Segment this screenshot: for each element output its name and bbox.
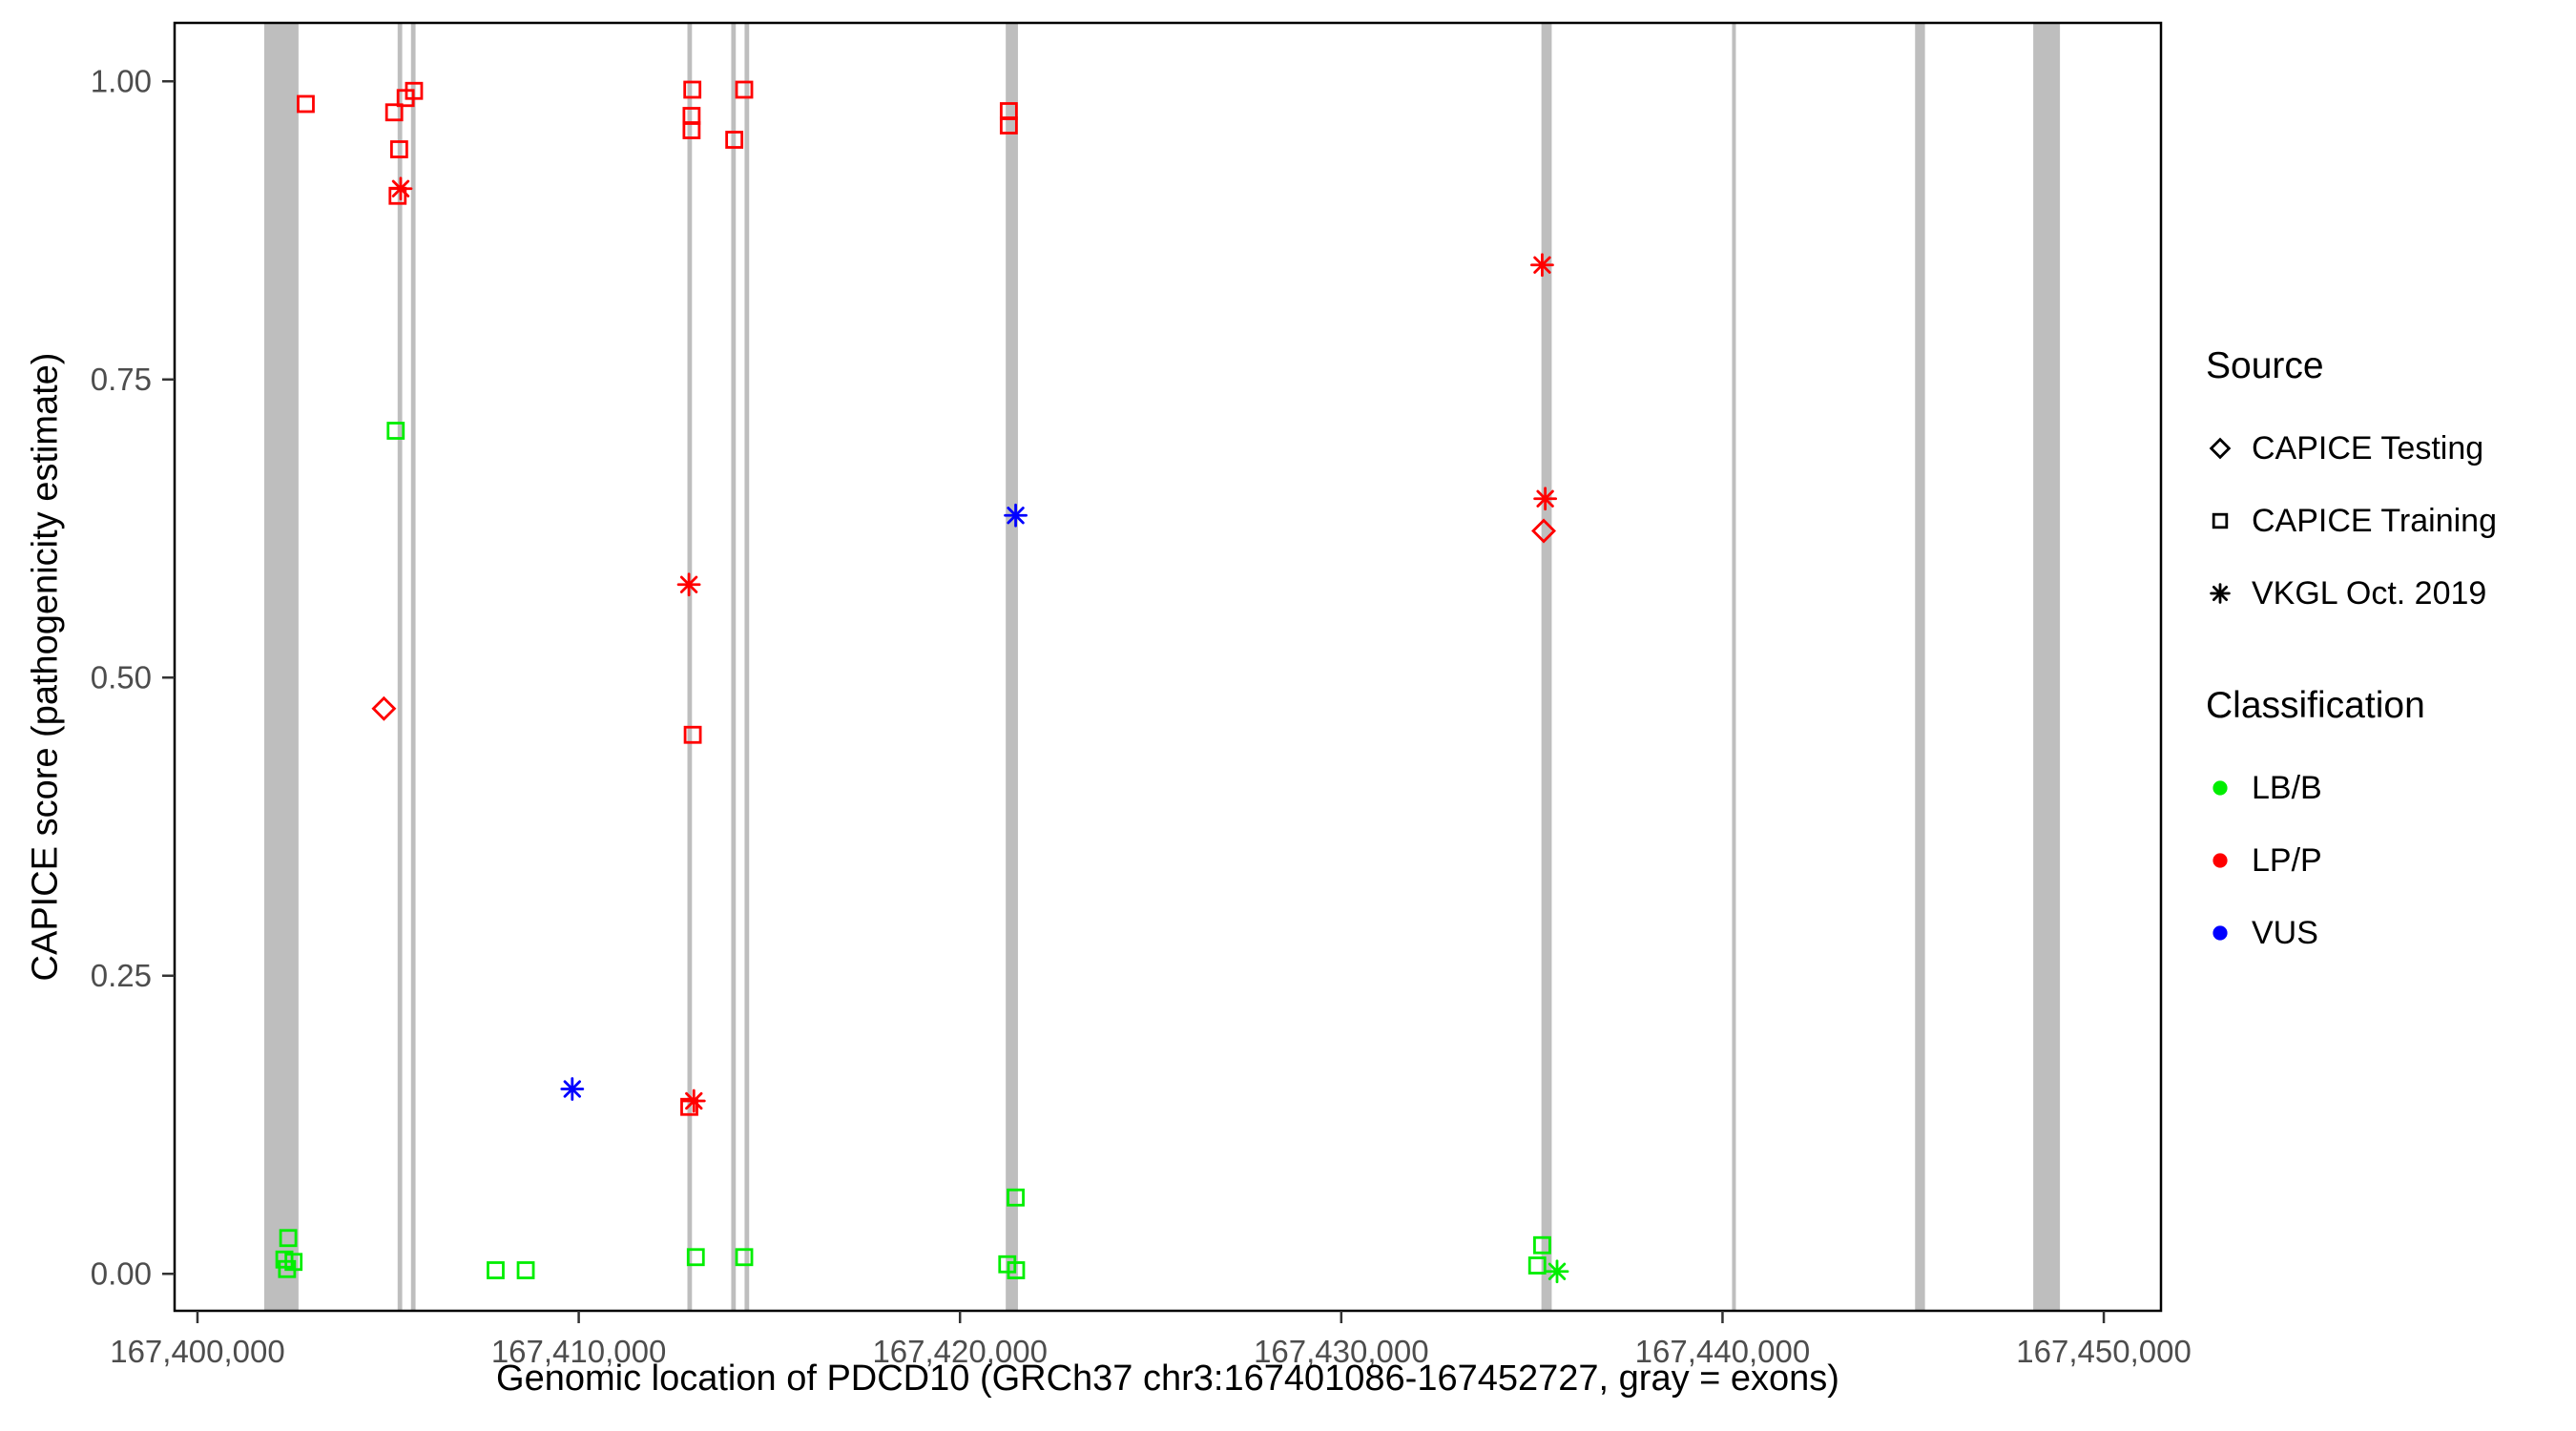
data-point bbox=[297, 94, 315, 114]
data-point bbox=[1004, 503, 1028, 528]
legend: Source CAPICE Testing CAPICE Training VK… bbox=[2206, 345, 2568, 969]
data-point bbox=[1531, 518, 1556, 544]
data-point bbox=[1545, 1259, 1569, 1284]
legend-item-lpp: LP/P bbox=[2206, 824, 2568, 897]
x-tick-label: 167,440,000 bbox=[1635, 1334, 1811, 1369]
x-tick-label: 167,420,000 bbox=[872, 1334, 1048, 1369]
y-tick-label: 0.00 bbox=[91, 1255, 152, 1291]
data-point bbox=[386, 422, 405, 440]
legend-item-capice-testing: CAPICE Testing bbox=[2206, 412, 2568, 485]
legend-item-label: CAPICE Training bbox=[2252, 502, 2497, 539]
data-point bbox=[1007, 1261, 1026, 1279]
exon-band bbox=[1915, 23, 1925, 1311]
exon-band bbox=[1541, 23, 1552, 1311]
red-circle-icon bbox=[2212, 853, 2228, 868]
data-point bbox=[683, 80, 702, 99]
exon-band bbox=[744, 23, 750, 1311]
data-point bbox=[279, 1229, 298, 1248]
exon-band bbox=[397, 23, 403, 1311]
data-point bbox=[388, 176, 413, 201]
y-tick-label: 0.25 bbox=[91, 958, 152, 993]
x-tick-label: 167,430,000 bbox=[1254, 1334, 1429, 1369]
data-point bbox=[683, 725, 702, 744]
data-point bbox=[487, 1261, 505, 1279]
data-point bbox=[1533, 487, 1558, 511]
exon-band bbox=[263, 23, 299, 1311]
data-point bbox=[725, 131, 744, 149]
green-circle-icon bbox=[2212, 780, 2228, 796]
x-tick-label: 167,400,000 bbox=[110, 1334, 285, 1369]
legend-item-capice-training: CAPICE Training bbox=[2206, 485, 2568, 557]
legend-classification: Classification LB/B LP/P VUS bbox=[2206, 685, 2568, 969]
data-point bbox=[686, 1248, 705, 1267]
asterisk-icon bbox=[2210, 583, 2231, 604]
data-point bbox=[371, 695, 397, 721]
legend-item-label: VUS bbox=[2252, 914, 2318, 951]
data-point bbox=[681, 1089, 706, 1113]
data-point bbox=[1527, 1256, 1547, 1275]
diamond-icon bbox=[2209, 437, 2232, 460]
y-tick-label: 1.00 bbox=[91, 63, 152, 98]
legend-source-title: Source bbox=[2206, 345, 2324, 386]
legend-item-label: VKGL Oct. 2019 bbox=[2252, 574, 2487, 612]
data-point bbox=[560, 1077, 585, 1101]
legend-item-label: LB/B bbox=[2252, 769, 2322, 806]
data-point bbox=[735, 80, 754, 99]
legend-classification-title: Classification bbox=[2206, 685, 2425, 726]
data-point bbox=[1530, 253, 1554, 278]
legend-item-label: CAPICE Testing bbox=[2252, 429, 2484, 467]
data-point bbox=[405, 81, 424, 100]
legend-item-label: LP/P bbox=[2252, 841, 2322, 879]
blue-circle-icon bbox=[2212, 925, 2228, 941]
data-point bbox=[275, 1250, 294, 1269]
data-point bbox=[278, 1259, 297, 1278]
exon-band bbox=[1732, 23, 1736, 1311]
data-point bbox=[516, 1261, 535, 1279]
data-point bbox=[1007, 1188, 1025, 1207]
legend-source: Source CAPICE Testing CAPICE Training VK… bbox=[2206, 345, 2568, 630]
exon-band bbox=[687, 23, 693, 1311]
square-icon bbox=[2212, 512, 2229, 529]
y-tick-label: 0.75 bbox=[91, 362, 152, 397]
exon-band bbox=[410, 23, 416, 1311]
x-axis-title: Genomic location of PDCD10 (GRCh37 chr3:… bbox=[496, 1358, 1839, 1399]
data-point bbox=[999, 116, 1018, 135]
data-point bbox=[680, 1097, 698, 1116]
y-tick-label: 0.50 bbox=[91, 659, 152, 695]
y-axis-title: CAPICE score (pathogenicity estimate) bbox=[25, 352, 66, 982]
data-point bbox=[1533, 1235, 1551, 1255]
x-tick-label: 167,410,000 bbox=[491, 1334, 667, 1369]
data-point bbox=[384, 103, 404, 122]
x-tick-label: 167,450,000 bbox=[2016, 1334, 2192, 1369]
data-point bbox=[676, 572, 701, 597]
legend-item-vkgl: VKGL Oct. 2019 bbox=[2206, 557, 2568, 630]
legend-item-vus: VUS bbox=[2206, 897, 2568, 969]
data-point bbox=[389, 140, 408, 158]
data-point bbox=[682, 121, 701, 139]
data-point bbox=[735, 1248, 754, 1267]
exon-band bbox=[2033, 23, 2061, 1311]
exon-band bbox=[731, 23, 737, 1311]
legend-item-lbb: LB/B bbox=[2206, 752, 2568, 824]
exon-band bbox=[1006, 23, 1018, 1311]
panel-border bbox=[173, 21, 2163, 1313]
